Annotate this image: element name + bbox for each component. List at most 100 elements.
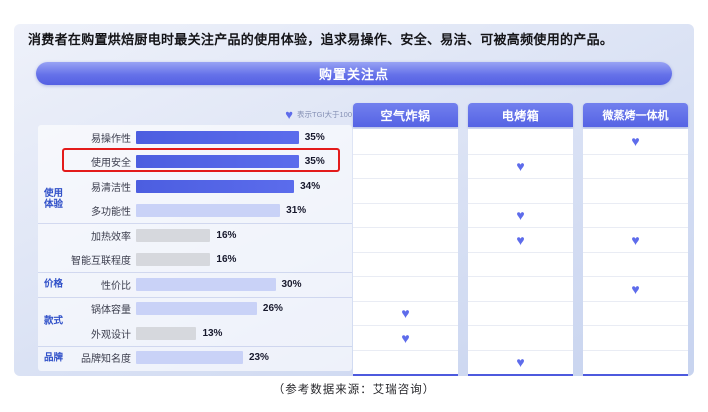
row-label: 性价比 <box>101 280 131 292</box>
tgi-cell-row4 <box>583 202 688 228</box>
heart-icon: ♥ <box>631 231 640 248</box>
bar-使用安全 <box>136 155 299 169</box>
chart-row-4: 多功能性 31% <box>38 199 352 224</box>
chart-row-10: 品牌知名度 23% <box>38 346 352 371</box>
bar-value: 13% <box>202 327 223 339</box>
group-label: 款式 <box>44 315 64 327</box>
tgi-cell-row9 <box>583 325 688 350</box>
bar-锅体容量 <box>136 302 257 316</box>
tgi-cell-row2 <box>353 153 458 179</box>
bar-value: 31% <box>286 205 307 217</box>
bar-外观设计 <box>136 326 197 340</box>
bar-value: 35% <box>304 156 325 168</box>
chart-row-3: 易清洁性 34% <box>38 174 352 199</box>
tgi-cell-row5 <box>353 227 458 252</box>
bar-品牌知名度 <box>136 351 243 365</box>
main-panel: 消费者在购置烘焙厨电时最关注产品的使用体验，追求易操作、安全、易洁、可被高频使用… <box>14 24 694 376</box>
bar-value: 35% <box>304 131 325 143</box>
group-divider <box>38 272 352 273</box>
chart-row-1: 易操作性 35% <box>38 125 352 150</box>
bar-性价比 <box>136 277 276 291</box>
bar-track: 35% <box>136 130 352 144</box>
heart-icon: ♥ <box>516 231 525 248</box>
tgi-cell-row2 <box>583 153 688 179</box>
group-divider <box>38 296 352 298</box>
product-column-1: 空气炸锅 ♥ ♥ <box>353 103 458 376</box>
bar-易清洁性 <box>136 179 295 193</box>
heart-icon: ♥ <box>631 280 640 297</box>
tgi-cell-row7: ♥ <box>583 276 688 301</box>
chart-row-5: 加热效率 16% <box>38 223 352 248</box>
column-header: 空气炸锅 <box>353 103 458 127</box>
bar-value: 23% <box>248 352 269 364</box>
column-header: 微蒸烤一体机 <box>583 103 688 127</box>
bar-track: 30% <box>136 277 352 291</box>
bar-track: 23% <box>136 351 352 365</box>
bar-track: 35% <box>136 155 352 169</box>
group-divider <box>38 223 352 224</box>
row-label: 智能互联程度 <box>71 256 131 268</box>
bar-value: 16% <box>216 229 237 241</box>
tgi-cell-row1: ♥ <box>583 129 688 154</box>
group-label: 价格 <box>44 278 64 290</box>
tgi-cell-row10 <box>353 349 458 375</box>
heart-icon: ♥ <box>516 158 525 175</box>
tgi-cell-row8: ♥ <box>353 300 458 326</box>
tgi-cell-row10: ♥ <box>468 349 573 375</box>
heart-icon: ♥ <box>285 106 293 122</box>
tgi-cell-row3 <box>583 178 688 203</box>
column-body: ♥ ♥ ♥ ♥ <box>468 129 573 376</box>
bar-track: 34% <box>136 179 352 193</box>
attention-bar-chart: 易操作性 35% 使用安全 35% 易清洁性 34% 多功能性 31% 加热效率 16% 智能互联程… <box>38 125 352 371</box>
tgi-cell-row6 <box>468 251 573 277</box>
column-body: ♥ ♥ <box>353 129 458 376</box>
tgi-cell-row1 <box>353 129 458 154</box>
row-label: 品牌知名度 <box>81 354 131 366</box>
row-label: 易清洁性 <box>91 182 131 194</box>
heart-icon: ♥ <box>631 133 640 150</box>
bar-track: 26% <box>136 302 352 316</box>
row-label: 易操作性 <box>91 133 131 145</box>
bar-track: 16% <box>136 228 352 242</box>
tgi-cell-row2: ♥ <box>468 153 573 179</box>
data-source-note: （参考数据来源：艾瑞咨询） <box>272 384 436 396</box>
row-label: 加热效率 <box>91 231 131 243</box>
section-title: 购置关注点 <box>318 67 389 82</box>
tgi-legend: ♥ 表示TGI大于100 <box>244 103 352 125</box>
heart-icon: ♥ <box>516 207 525 224</box>
chart-row-7: 性价比 30% <box>38 272 352 297</box>
row-label: 锅体容量 <box>91 305 131 317</box>
tgi-cell-row8 <box>468 300 573 326</box>
row-label: 外观设计 <box>91 329 131 341</box>
tgi-cell-row10 <box>583 349 688 375</box>
chart-row-8: 锅体容量 26% <box>38 297 352 322</box>
bar-value: 16% <box>216 254 237 266</box>
tgi-cell-row9 <box>468 325 573 350</box>
bar-加热效率 <box>136 228 211 242</box>
tgi-cell-row3 <box>468 178 573 203</box>
group-label: 品牌 <box>44 352 64 364</box>
product-column-2: 电烤箱 ♥ ♥ ♥ ♥ <box>468 103 573 376</box>
bar-track: 13% <box>136 326 352 340</box>
chart-row-2: 使用安全 35% <box>38 150 352 175</box>
bar-value: 30% <box>281 278 302 290</box>
tgi-cell-row4: ♥ <box>468 202 573 228</box>
bar-track: 31% <box>136 204 352 218</box>
section-title-banner: 购置关注点 <box>36 62 672 85</box>
heart-icon: ♥ <box>516 354 525 371</box>
tgi-cell-row4 <box>353 202 458 228</box>
tgi-cell-row5: ♥ <box>583 227 688 252</box>
tgi-cell-row5: ♥ <box>468 227 573 252</box>
bar-value: 26% <box>262 303 283 315</box>
heart-icon: ♥ <box>401 329 410 346</box>
column-body: ♥ ♥ ♥ <box>583 129 688 376</box>
group-label: 使用 体验 <box>44 187 64 210</box>
product-column-3: 微蒸烤一体机 ♥ ♥ ♥ <box>583 103 688 376</box>
tgi-cell-row6 <box>583 251 688 277</box>
tgi-cell-row6 <box>353 251 458 277</box>
chart-row-9: 外观设计 13% <box>38 321 352 346</box>
legend-label: 表示TGI大于100 <box>296 109 352 119</box>
tgi-cell-row7 <box>468 276 573 301</box>
bar-多功能性 <box>136 204 281 218</box>
